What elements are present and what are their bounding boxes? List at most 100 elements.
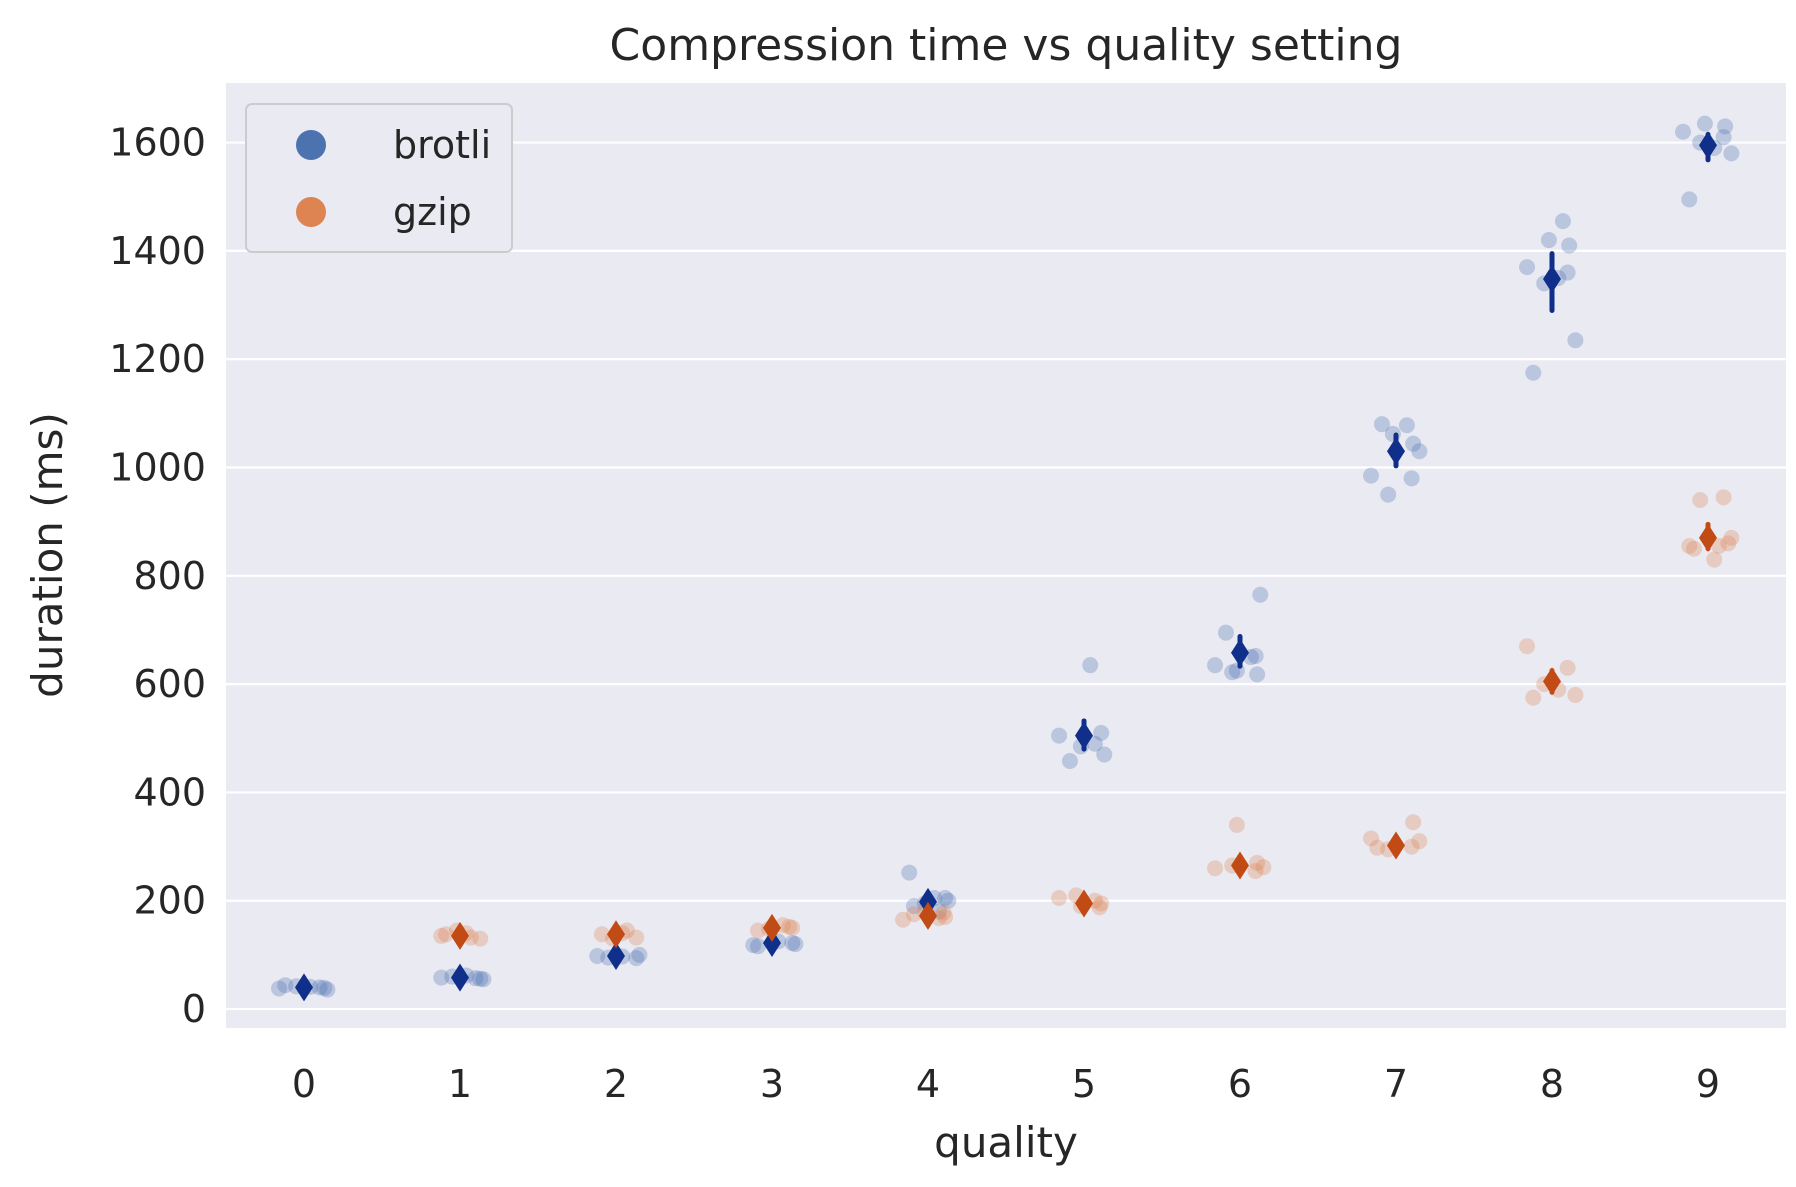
data-point-brotli [1403,470,1420,487]
data-point-brotli [1093,724,1110,741]
data-point-brotli [316,979,333,996]
data-point-gzip [905,906,922,923]
data-point-brotli [1561,237,1578,254]
data-point-brotli [628,950,645,967]
mean-marker-brotli [451,963,469,992]
data-point-gzip [1685,540,1702,557]
mean-marker-gzip [1075,889,1093,918]
data-point-gzip [1411,833,1428,850]
data-point-brotli [589,947,606,964]
mean-marker-gzip [1699,523,1717,552]
data-point-gzip [1525,689,1542,706]
mean-marker-brotli [1699,131,1717,160]
legend-label-gzip: gzip [393,190,472,234]
data-point-brotli [311,979,328,996]
mean-marker-brotli [1387,437,1405,466]
mean-marker-gzip [1231,851,1249,880]
data-point-gzip [1093,895,1110,912]
mean-marker-gzip [763,913,781,942]
data-point-brotli [1525,364,1542,381]
data-point-gzip [1681,538,1698,555]
data-point-gzip [1405,814,1422,831]
data-point-gzip [433,927,450,944]
y-tick-labels: 0 200 400 600 800 1000 1200 1400 1600 [109,121,206,1031]
y-tick-label: 200 [133,879,206,923]
data-point-brotli [631,946,648,963]
data-point-gzip [1567,686,1584,703]
legend-marker-gzip [296,197,326,227]
data-point-gzip [1363,830,1380,847]
data-point-gzip [593,926,610,943]
data-point-brotli [905,898,922,915]
y-tick-label: 1600 [109,121,206,165]
mean-markers [295,131,1717,1002]
x-tick-label: 3 [760,1062,784,1106]
data-point-brotli [749,938,766,955]
data-point-brotli [1247,647,1264,664]
data-point-gzip [1207,860,1224,877]
data-point-brotli [787,936,804,953]
data-point-gzip [472,930,489,947]
data-point-brotli [1681,191,1698,208]
mean-marker-gzip [1543,667,1561,696]
data-point-gzip [1715,489,1732,506]
data-point-brotli [1082,657,1099,674]
data-point-brotli [784,934,801,951]
y-tick-label: 1400 [109,229,206,273]
data-point-brotli [1051,727,1068,744]
data-point-gzip [1403,838,1420,855]
data-point-brotli [1252,586,1269,603]
data-point-brotli [1086,735,1103,752]
data-point-brotli [277,977,294,994]
data-point-brotli [1554,213,1571,230]
data-point-gzip [1247,862,1264,879]
data-point-brotli [940,892,957,909]
x-tick-label: 6 [1228,1062,1252,1106]
data-point-brotli [1411,443,1428,460]
x-tick-label: 8 [1540,1062,1564,1106]
data-point-gzip [749,922,766,939]
data-point-gzip [935,904,952,921]
y-axis-label: duration (ms) [23,412,72,698]
data-point-gzip [784,919,801,936]
y-tick-label: 1200 [109,337,206,381]
x-tick-label: 4 [916,1062,940,1106]
data-point-brotli [1717,118,1734,135]
data-point-gzip [1369,839,1386,856]
mean-marker-brotli [1075,721,1093,750]
mean-marker-gzip [1387,831,1405,860]
mean-marker-brotli [1231,638,1249,667]
data-point-brotli [1567,332,1584,349]
x-tick-label: 7 [1384,1062,1408,1106]
x-tick-label: 5 [1072,1062,1096,1106]
data-point-brotli [1715,129,1732,146]
data-point-brotli [901,864,918,881]
legend: brotli gzip [245,103,513,253]
data-point-brotli [1373,416,1390,433]
mean-marker-brotli [295,973,313,1002]
data-point-brotli [472,970,489,987]
y-tick-label: 600 [133,662,206,706]
mean-marker-gzip [451,921,469,950]
data-point-brotli [1540,232,1557,249]
data-point-gzip [1692,491,1709,508]
data-point-gzip [1091,899,1108,916]
mean-marker-gzip [919,901,937,930]
data-point-gzip [1255,859,1272,876]
data-point-gzip [1720,535,1737,552]
data-point-gzip [1723,529,1740,546]
data-point-gzip [895,911,912,928]
data-point-brotli [1696,115,1713,132]
data-point-gzip [781,918,798,935]
data-point-brotli [937,890,954,907]
data-point-brotli [1061,753,1078,770]
data-point-brotli [1405,435,1422,452]
data-point-brotli [1519,259,1536,276]
data-point-gzip [1559,659,1576,676]
data-point-brotli [475,971,492,988]
y-tick-label: 1000 [109,445,206,489]
data-point-gzip [1228,816,1245,833]
data-point-brotli [1723,145,1740,162]
data-point-gzip [1706,551,1723,568]
